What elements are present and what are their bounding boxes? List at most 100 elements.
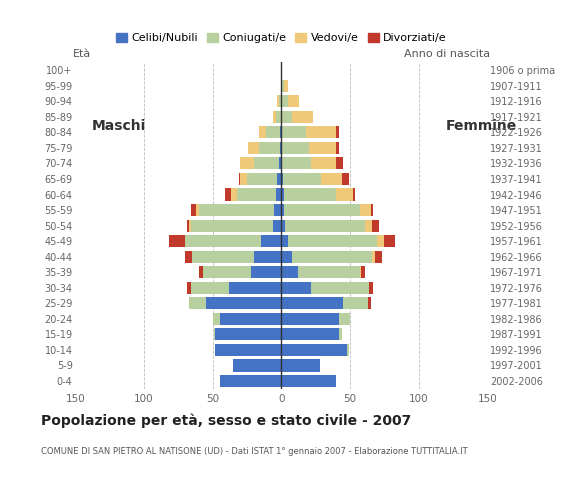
Bar xyxy=(219,313,281,325)
Bar xyxy=(260,235,281,247)
Bar xyxy=(203,266,251,278)
Bar xyxy=(213,313,219,325)
Bar xyxy=(378,235,384,247)
Bar xyxy=(254,251,281,263)
Bar xyxy=(372,219,379,232)
Bar xyxy=(336,189,353,201)
Bar xyxy=(306,126,336,138)
Bar xyxy=(215,344,281,356)
Bar xyxy=(169,235,185,247)
Bar xyxy=(292,111,313,123)
Bar xyxy=(281,360,320,372)
Bar xyxy=(372,251,375,263)
Bar xyxy=(187,219,189,232)
Bar xyxy=(196,204,199,216)
Bar xyxy=(277,173,281,185)
Bar xyxy=(191,219,273,232)
Bar xyxy=(281,204,284,216)
Bar xyxy=(281,375,336,387)
Bar xyxy=(336,142,339,154)
Bar xyxy=(281,157,311,169)
Text: Maschi: Maschi xyxy=(92,120,146,133)
Bar xyxy=(185,251,192,263)
Bar xyxy=(281,297,343,310)
Bar xyxy=(384,235,395,247)
Bar xyxy=(199,204,274,216)
Bar xyxy=(230,189,237,201)
Text: Popolazione per età, sesso e stato civile - 2007: Popolazione per età, sesso e stato civil… xyxy=(41,413,411,428)
Bar xyxy=(336,157,343,169)
Bar xyxy=(219,375,281,387)
Bar xyxy=(365,219,372,232)
Bar xyxy=(266,126,280,138)
Bar xyxy=(247,173,277,185)
Bar xyxy=(281,80,284,92)
Bar xyxy=(369,282,374,294)
Text: COMUNE DI SAN PIETRO AL NATISONE (UD) - Dati ISTAT 1° gennaio 2007 - Elaborazion: COMUNE DI SAN PIETRO AL NATISONE (UD) - … xyxy=(41,446,467,456)
Bar xyxy=(240,173,247,185)
Legend: Celibi/Nubili, Coniugati/e, Vedovi/e, Divorziati/e: Celibi/Nubili, Coniugati/e, Vedovi/e, Di… xyxy=(111,29,451,48)
Bar xyxy=(259,142,280,154)
Bar xyxy=(274,204,281,216)
Bar xyxy=(277,95,278,108)
Bar xyxy=(251,266,281,278)
Bar xyxy=(343,297,368,310)
Text: Anno di nascita: Anno di nascita xyxy=(404,49,490,60)
Bar xyxy=(281,126,306,138)
Bar xyxy=(281,328,339,340)
Bar xyxy=(199,266,203,278)
Bar xyxy=(282,173,321,185)
Bar xyxy=(339,328,342,340)
Bar xyxy=(276,189,281,201)
Bar xyxy=(280,126,281,138)
Bar xyxy=(284,204,360,216)
Bar xyxy=(191,282,229,294)
Bar xyxy=(276,111,281,123)
Bar xyxy=(248,142,259,154)
Bar xyxy=(278,157,281,169)
Bar xyxy=(292,251,372,263)
Bar xyxy=(225,189,230,201)
Bar xyxy=(273,219,281,232)
Bar xyxy=(298,266,360,278)
Bar xyxy=(353,189,356,201)
Bar xyxy=(288,235,378,247)
Bar xyxy=(281,189,284,201)
Bar xyxy=(347,344,349,356)
Bar xyxy=(206,297,281,310)
Bar xyxy=(339,313,350,325)
Bar xyxy=(254,157,278,169)
Bar xyxy=(361,266,365,278)
Bar xyxy=(281,111,292,123)
Bar xyxy=(229,282,281,294)
Bar xyxy=(311,282,369,294)
Bar xyxy=(273,111,276,123)
Bar xyxy=(278,95,281,108)
Bar xyxy=(192,251,254,263)
Bar xyxy=(259,126,266,138)
Bar xyxy=(185,235,260,247)
Bar xyxy=(281,251,292,263)
Bar xyxy=(360,266,361,278)
Bar xyxy=(280,142,281,154)
Bar xyxy=(189,219,191,232)
Bar xyxy=(368,297,371,310)
Bar xyxy=(281,282,311,294)
Bar xyxy=(284,80,288,92)
Bar xyxy=(288,95,299,108)
Bar xyxy=(284,189,336,201)
Bar xyxy=(281,344,347,356)
Bar xyxy=(309,142,336,154)
Bar xyxy=(342,173,349,185)
Bar xyxy=(281,266,298,278)
Bar xyxy=(240,157,254,169)
Bar xyxy=(336,126,339,138)
Bar xyxy=(233,360,281,372)
Bar xyxy=(360,204,371,216)
Bar xyxy=(237,189,276,201)
Bar xyxy=(281,142,309,154)
Bar xyxy=(375,251,382,263)
Bar xyxy=(214,328,215,340)
Text: Età: Età xyxy=(72,49,91,60)
Bar xyxy=(191,204,196,216)
